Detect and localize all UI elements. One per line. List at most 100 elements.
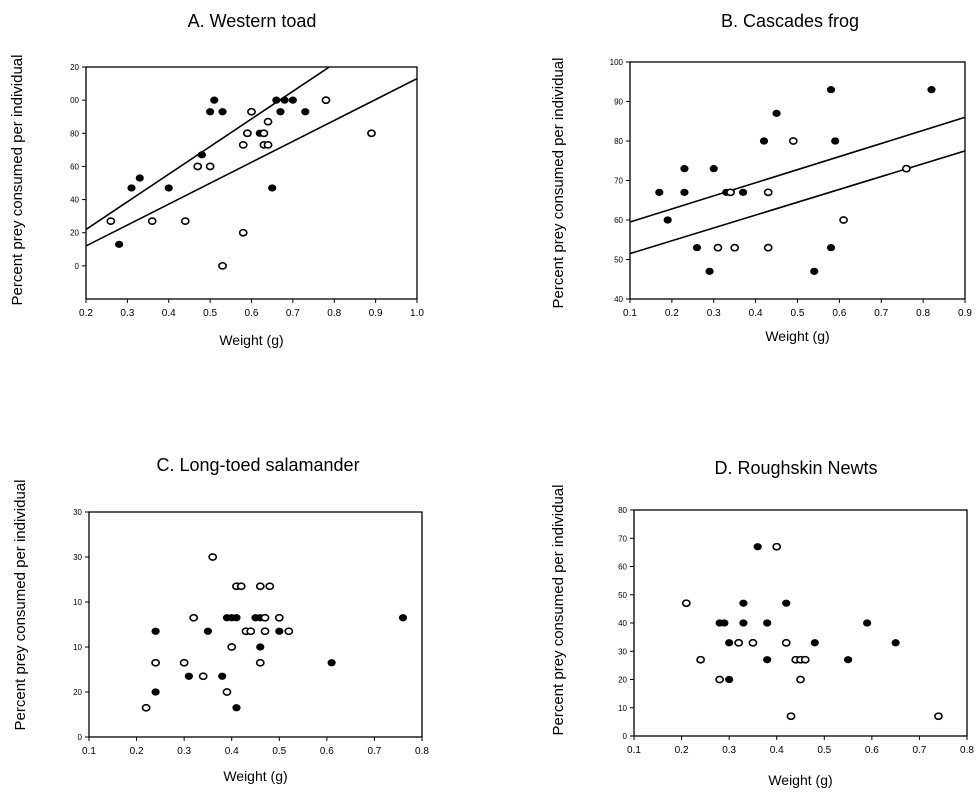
filled-point	[655, 188, 664, 196]
open-point	[934, 712, 943, 721]
open-point	[260, 613, 270, 622]
filled-point	[680, 165, 689, 173]
open-point	[242, 129, 252, 138]
x-tick-label: 0.9	[958, 308, 972, 319]
y-axis-label: Percent prey consumed per individual	[12, 480, 29, 731]
open-point	[227, 643, 237, 651]
open-point	[839, 216, 848, 224]
chart-panel-3: D. Roughskin Newts Percent prey consumed …	[550, 458, 974, 788]
chart-title: B. Cascades frog	[721, 11, 859, 31]
y-tick-label: 40	[618, 619, 627, 628]
chart-title: A. Western toad	[188, 11, 317, 31]
x-tick-label: 0.6	[832, 308, 846, 319]
filled-point	[753, 543, 762, 551]
open-point	[147, 217, 157, 226]
x-tick-label: 0.4	[162, 308, 176, 319]
open-point	[106, 217, 116, 226]
y-tick-label: 0	[75, 262, 80, 271]
plot-frame	[633, 509, 968, 737]
open-point	[713, 243, 723, 252]
open-point	[284, 627, 294, 636]
open-point	[222, 688, 232, 696]
filled-point	[927, 86, 936, 94]
regression-line-0	[630, 116, 965, 223]
plot-frame	[88, 511, 423, 738]
x-tick-label: 0.3	[120, 308, 134, 319]
open-point	[763, 188, 773, 197]
filled-point	[738, 188, 748, 196]
filled-point	[680, 188, 689, 196]
filled-point	[782, 599, 791, 607]
filled-point	[256, 643, 265, 651]
x-tick-label: 0.8	[327, 308, 341, 319]
x-tick-label: 0.1	[82, 746, 96, 757]
filled-point	[275, 627, 284, 635]
open-point	[796, 675, 805, 684]
open-point	[696, 655, 705, 664]
filled-point	[826, 244, 836, 252]
open-point	[238, 228, 248, 237]
open-point	[730, 243, 740, 252]
y-tick-label: 10	[73, 643, 82, 652]
y-axis-label: Percent prey consumed per individual	[9, 55, 26, 306]
regression-line-1	[86, 77, 417, 247]
filled-point	[327, 659, 336, 667]
filled-point	[218, 108, 227, 116]
filled-point	[831, 137, 840, 145]
open-point	[263, 140, 273, 149]
filled-point	[115, 240, 124, 248]
open-point	[800, 655, 810, 664]
open-point	[193, 162, 203, 171]
y-tick-label: 30	[618, 647, 627, 656]
filled-point	[276, 108, 285, 116]
filled-point	[843, 656, 853, 664]
y-tick-label: 50	[614, 256, 623, 265]
open-point	[205, 162, 215, 171]
filled-point	[810, 639, 819, 647]
open-point	[726, 188, 735, 197]
plot-frame	[629, 61, 966, 300]
chart-panel-1: B. Cascades frog Percent prey consumed pe…	[550, 11, 972, 344]
x-tick-label: 0.6	[320, 746, 334, 757]
x-tick-label: 0.4	[770, 745, 784, 756]
filled-point	[725, 639, 734, 647]
filled-point	[663, 216, 672, 224]
x-tick-label: 0.5	[272, 746, 286, 757]
y-tick-label: 20	[73, 688, 82, 697]
open-point	[901, 164, 911, 173]
x-tick-label: 0.5	[791, 308, 805, 319]
y-tick-label: 10	[73, 598, 82, 607]
open-point	[255, 582, 265, 591]
x-tick-label: 0.7	[912, 745, 926, 756]
x-axis-label: Weight (g)	[219, 332, 283, 348]
x-tick-label: 0.7	[367, 746, 381, 757]
y-tick-label: 70	[618, 534, 627, 543]
chart-panel-0: A. Western toad Percent prey consumed per…	[9, 11, 424, 348]
x-tick-label: 0.9	[369, 308, 383, 319]
y-tick-label: 20	[70, 229, 79, 238]
filled-point	[206, 108, 215, 116]
x-tick-label: 0.5	[817, 745, 831, 756]
open-point	[238, 140, 248, 149]
x-tick-label: 1.0	[410, 308, 424, 319]
filled-point	[398, 614, 408, 622]
open-point	[255, 658, 265, 667]
x-tick-label: 0.5	[203, 308, 217, 319]
x-tick-label: 0.2	[79, 308, 93, 319]
y-tick-label: 20	[618, 676, 627, 685]
open-point	[189, 613, 199, 622]
y-tick-label: 80	[70, 129, 79, 138]
filled-point	[210, 96, 219, 104]
y-tick-label: 70	[614, 177, 623, 186]
open-point	[274, 613, 284, 622]
y-tick-label: 40	[614, 295, 623, 304]
x-tick-label: 0.3	[177, 746, 191, 757]
filled-point	[763, 619, 772, 627]
chart-title: D. Roughskin Newts	[714, 458, 877, 478]
y-tick-label: 60	[614, 216, 623, 225]
x-tick-label: 0.1	[623, 308, 637, 319]
y-tick-label: 30	[73, 553, 82, 562]
filled-point	[127, 184, 136, 192]
filled-point	[692, 244, 702, 252]
x-axis-label: Weight (g)	[768, 772, 832, 788]
